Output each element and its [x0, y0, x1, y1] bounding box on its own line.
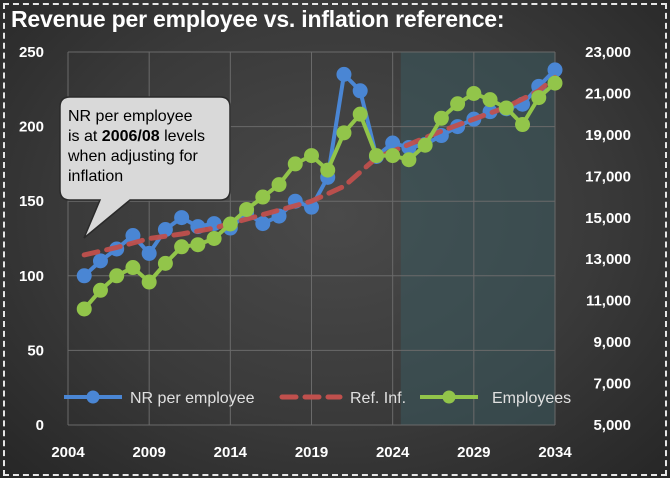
callout-line-4: inflation — [68, 168, 123, 185]
data-point-employees — [174, 239, 190, 255]
data-point-employees — [385, 148, 401, 164]
data-point-employees — [287, 156, 303, 172]
series-line-ref-inf — [81, 74, 558, 258]
data-point-employees — [336, 125, 352, 141]
callout: NR per employee is at 2006/08 levels whe… — [59, 96, 231, 239]
data-point-employees — [433, 110, 449, 126]
y-right-tick-label: 7,000 — [593, 376, 631, 393]
y-right-tick-label: 21,000 — [585, 85, 631, 102]
y-left-tick-label: 100 — [19, 268, 44, 285]
legend-label-employees: Employees — [492, 390, 571, 407]
data-point-employees — [255, 189, 271, 205]
data-point-employees — [401, 152, 417, 168]
data-point-employees — [320, 162, 336, 178]
data-point-employees — [482, 92, 498, 108]
data-point-employees — [531, 90, 547, 106]
x-tick-label: 2029 — [457, 444, 490, 461]
y-right-tick-label: 13,000 — [585, 251, 631, 268]
data-point-employees — [141, 274, 157, 290]
y-left-tick-label: 150 — [19, 193, 44, 210]
data-point-employees — [271, 177, 287, 193]
callout-bubble — [59, 96, 231, 239]
data-point-employees — [352, 106, 368, 122]
data-point-employees — [450, 96, 466, 112]
data-point-employees — [239, 201, 255, 217]
data-point-employees — [304, 148, 319, 164]
data-point-nr-per-employee — [352, 83, 368, 99]
data-point-employees — [157, 255, 173, 271]
callout-line-3: when adjusting for — [67, 148, 199, 165]
data-point-employees — [466, 85, 482, 101]
data-point-employees — [417, 137, 433, 153]
x-tick-label: 2034 — [538, 444, 572, 461]
data-point-employees — [109, 268, 125, 284]
x-tick-label: 2009 — [132, 444, 165, 461]
y-left-tick-label: 250 — [19, 44, 44, 61]
callout-line-2: is at 2006/08 levels — [68, 128, 205, 145]
data-point-employees — [515, 117, 531, 133]
data-point-nr-per-employee — [141, 245, 157, 261]
data-point-employees — [498, 100, 514, 116]
data-point-employees — [368, 148, 384, 164]
x-tick-label: 2014 — [214, 444, 248, 461]
y-right-tick-label: 5,000 — [593, 417, 631, 434]
data-point-employees — [190, 237, 206, 253]
data-point-employees — [222, 216, 238, 232]
legend-label-ref-inf: Ref. Inf. — [350, 390, 406, 407]
data-point-employees — [76, 301, 92, 317]
callout-line-1: NR per employee — [68, 108, 193, 125]
x-tick-label: 2004 — [51, 444, 85, 461]
chart-title: Revenue per employee vs. inflation refer… — [11, 6, 505, 32]
data-point-nr-per-employee — [336, 66, 352, 82]
y-right-tick-label: 15,000 — [585, 210, 631, 227]
data-point-employees — [206, 231, 222, 246]
y-left-tick-label: 0 — [36, 417, 44, 434]
data-point-nr-per-employee — [92, 253, 108, 269]
y-right-tick-label: 9,000 — [593, 334, 631, 351]
data-point-employees — [125, 260, 141, 276]
data-point-nr-per-employee — [547, 62, 563, 78]
y-right-tick-label: 11,000 — [586, 293, 631, 310]
legend-marker-nr-per-employee — [86, 390, 100, 404]
y-left-tick-label: 50 — [27, 342, 44, 359]
x-tick-label: 2019 — [295, 444, 328, 461]
legend-label-nr-per-employee: NR per employee — [130, 390, 255, 407]
data-point-nr-per-employee — [76, 268, 92, 284]
data-point-employees — [547, 75, 563, 91]
y-right-tick-label: 19,000 — [585, 127, 631, 144]
y-right-tick-label: 23,000 — [585, 44, 631, 61]
data-point-nr-per-employee — [255, 216, 271, 232]
legend-marker-employees — [442, 390, 456, 404]
y-left-tick-label: 200 — [19, 119, 44, 136]
y-right-tick-label: 17,000 — [585, 168, 631, 185]
data-point-nr-per-employee — [174, 210, 190, 226]
data-point-employees — [92, 282, 108, 298]
x-tick-label: 2024 — [376, 444, 410, 461]
